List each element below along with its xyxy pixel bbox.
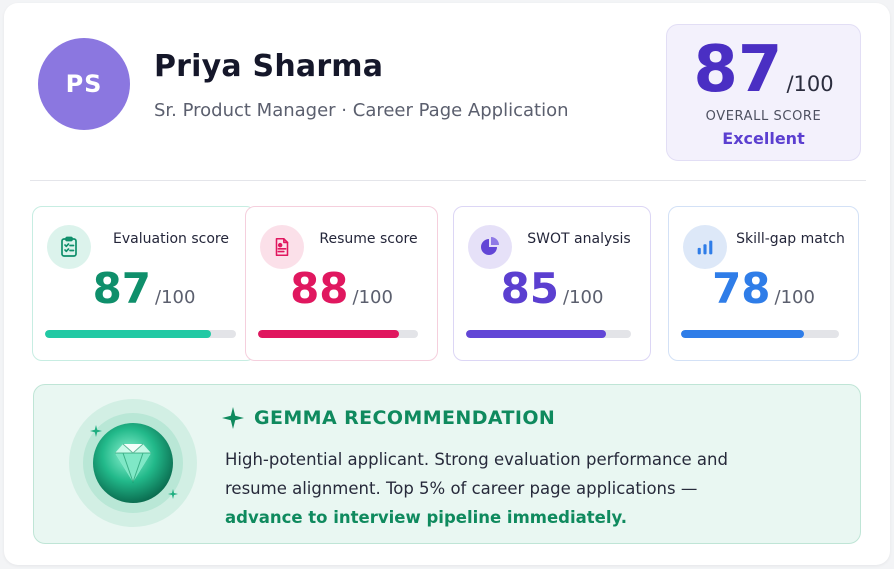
overall-score-label: OVERALL SCORE bbox=[705, 109, 822, 124]
evaluation-score-title: Evaluation score bbox=[113, 231, 229, 247]
sparkle-icon bbox=[90, 425, 102, 437]
skill-gap-match-card: Skill-gap match 78 /100 bbox=[668, 206, 859, 361]
skill-gap-match-progress-bar bbox=[681, 330, 839, 338]
swot-analysis-progress-fill bbox=[466, 330, 607, 338]
resume-score-progress-fill bbox=[258, 330, 399, 338]
evaluation-score-progress-fill bbox=[45, 330, 212, 338]
skill-gap-match-value: 78 bbox=[712, 264, 771, 313]
swot-analysis-progress-bar bbox=[466, 330, 631, 338]
applicant-name: Priya Sharma bbox=[154, 49, 384, 84]
resume-score-value: 88 bbox=[290, 264, 349, 313]
recommendation-line-2: resume alignment. Top 5% of career page … bbox=[225, 479, 698, 498]
skill-gap-match-denominator: /100 bbox=[774, 287, 815, 308]
avatar: PS bbox=[38, 38, 130, 130]
clipboard-check-icon bbox=[47, 225, 91, 269]
recommendation-call-to-action: advance to interview pipeline immediatel… bbox=[225, 508, 628, 527]
resume-score-progress-bar bbox=[258, 330, 418, 338]
resume-score-card: Resume score 88 /100 bbox=[245, 206, 438, 361]
gem-icon bbox=[69, 399, 197, 527]
skill-gap-match-title: Skill-gap match bbox=[736, 231, 845, 247]
recommendation-heading-text: GEMMA RECOMMENDATION bbox=[254, 407, 556, 429]
skill-gap-match-progress-fill bbox=[681, 330, 805, 338]
resume-score-title: Resume score bbox=[319, 231, 418, 247]
sparkle-icon bbox=[222, 407, 244, 429]
recommendation-heading: GEMMA RECOMMENDATION bbox=[222, 407, 555, 429]
overall-score-panel: 87 /100 OVERALL SCORE Excellent bbox=[666, 24, 861, 161]
applicant-score-card: PS Priya Sharma Sr. Product Manager · Ca… bbox=[4, 3, 890, 565]
swot-analysis-value: 85 bbox=[500, 264, 560, 313]
evaluation-score-progress-bar bbox=[45, 330, 236, 338]
recommendation-line-1: High-potential applicant. Strong evaluat… bbox=[225, 450, 728, 469]
sparkle-icon bbox=[168, 489, 178, 499]
bar-chart-icon bbox=[683, 225, 727, 269]
swot-analysis-title: SWOT analysis bbox=[527, 231, 631, 247]
evaluation-score-denominator: /100 bbox=[155, 287, 196, 308]
recommendation-text: High-potential applicant. Strong evaluat… bbox=[225, 445, 845, 532]
overall-score-value: 87 bbox=[693, 33, 783, 107]
swot-analysis-card: SWOT analysis 85 /100 bbox=[453, 206, 651, 361]
gemma-recommendation-panel: GEMMA RECOMMENDATION High-potential appl… bbox=[33, 384, 861, 544]
resume-score-denominator: /100 bbox=[352, 287, 393, 308]
evaluation-score-value: 87 bbox=[92, 264, 152, 313]
resume-document-icon bbox=[260, 225, 304, 269]
pie-chart-icon bbox=[468, 225, 512, 269]
overall-score-rating: Excellent bbox=[722, 129, 805, 148]
overall-score-denominator: /100 bbox=[786, 72, 834, 96]
header-divider bbox=[30, 180, 866, 181]
swot-analysis-denominator: /100 bbox=[563, 287, 604, 308]
evaluation-score-card: Evaluation score 87 /100 bbox=[32, 206, 256, 361]
applicant-subtitle: Sr. Product Manager · Career Page Applic… bbox=[154, 100, 569, 121]
